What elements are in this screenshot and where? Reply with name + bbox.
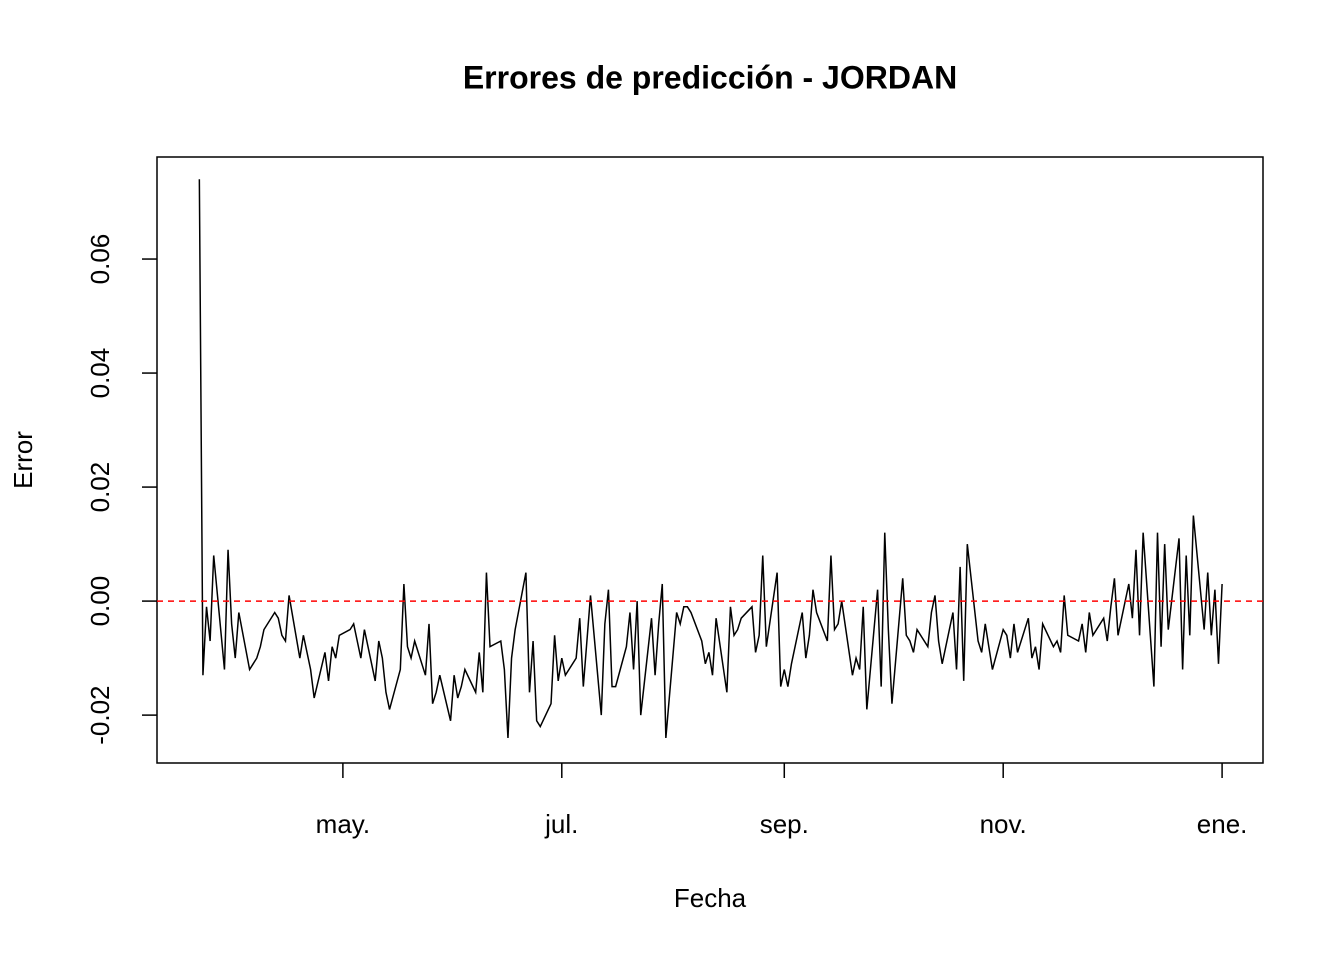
x-tick-label: may. [316, 809, 370, 839]
data-line [198, 179, 1223, 738]
x-axis-label: Fecha [674, 883, 747, 913]
chart-title: Errores de predicción - JORDAN [463, 59, 957, 95]
x-tick-label: nov. [980, 809, 1027, 839]
x-tick-label: sep. [760, 809, 809, 839]
y-axis-label: Error [8, 431, 38, 489]
x-tick-label: jul. [544, 809, 578, 839]
y-tick-label: 0.06 [85, 234, 115, 285]
y-tick-label: 0.04 [85, 348, 115, 399]
plot-frame [156, 156, 1264, 764]
y-tick-label: -0.02 [85, 685, 115, 744]
y-tick-label: 0.00 [85, 576, 115, 627]
y-tick-label: 0.02 [85, 462, 115, 513]
x-tick-label: ene. [1197, 809, 1248, 839]
